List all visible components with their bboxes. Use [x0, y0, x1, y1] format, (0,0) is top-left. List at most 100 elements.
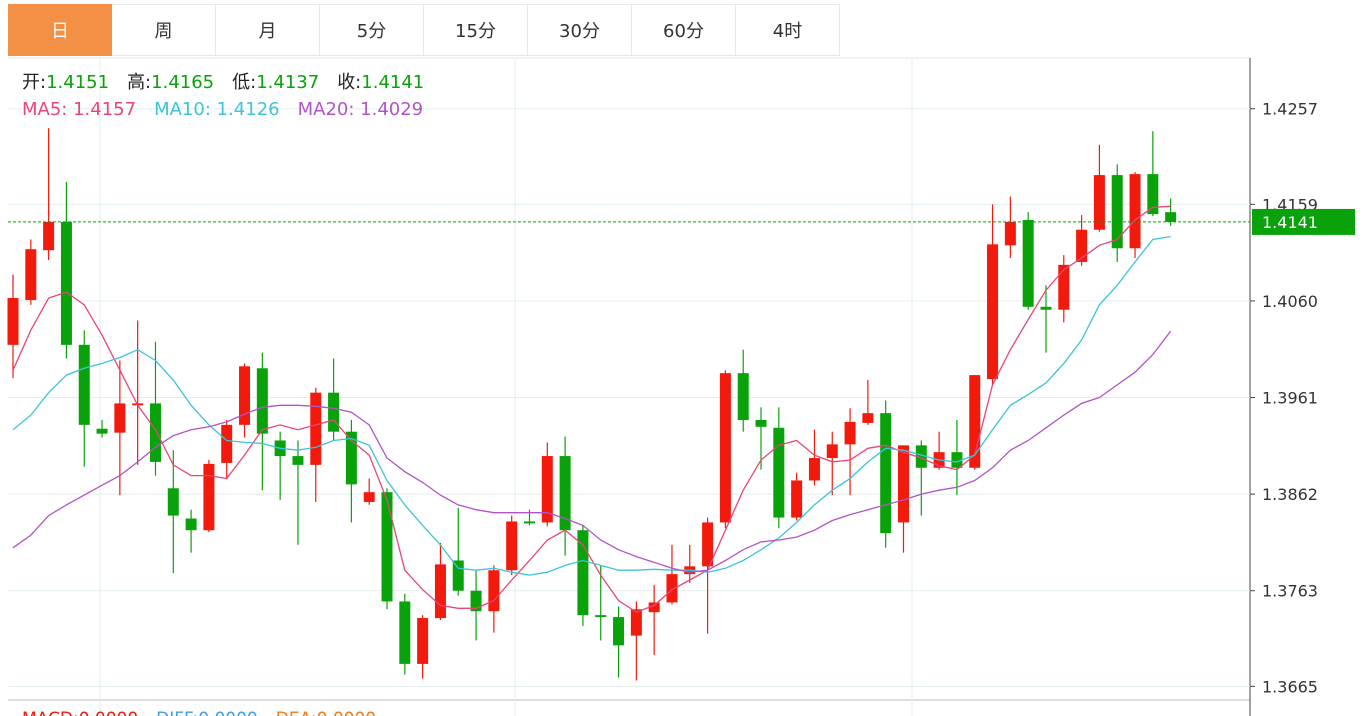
- info-label: 收:: [337, 72, 361, 93]
- candle-body: [1058, 264, 1070, 310]
- candle-body: [149, 403, 161, 462]
- legend-value: 1.4157: [73, 99, 136, 120]
- info-value: 1.4141: [361, 72, 424, 93]
- legend-name: MA10: [154, 99, 205, 120]
- y-tick-label: 1.4257: [1262, 100, 1318, 119]
- candle-body: [221, 424, 233, 463]
- candle-body: [541, 456, 553, 523]
- candle-body: [470, 590, 482, 612]
- candle-body: [595, 615, 607, 618]
- info-value: 1.4137: [256, 72, 319, 93]
- current-price-label: 1.4141: [1262, 213, 1318, 232]
- legend-sep: :: [348, 99, 360, 120]
- candle-body: [185, 518, 197, 531]
- y-tick-label: 1.3665: [1262, 677, 1318, 696]
- candle-body: [434, 564, 446, 619]
- period-tab[interactable]: 月: [216, 4, 320, 56]
- candle-body: [702, 522, 714, 567]
- candle-body: [987, 244, 999, 379]
- candle-body: [7, 298, 19, 345]
- candle-body: [648, 602, 660, 613]
- period-tabs: 日周月 5分 15分 30分 60分 4时: [8, 4, 840, 56]
- candle-body: [1111, 175, 1123, 249]
- candle-body: [292, 456, 304, 465]
- legend-sep: :: [61, 99, 73, 120]
- candle-body: [1147, 174, 1159, 215]
- macd-value: 0.0000: [79, 709, 138, 716]
- candle-body: [60, 221, 72, 345]
- candle-body: [1022, 219, 1034, 307]
- candle-body: [969, 375, 981, 468]
- candle-body: [862, 413, 874, 423]
- candle-body: [1076, 229, 1088, 262]
- candle-body: [826, 444, 838, 459]
- period-tab[interactable]: 4时: [736, 4, 840, 56]
- candle-body: [345, 431, 357, 485]
- info-value: 1.4165: [151, 72, 214, 93]
- legend-value: 1.4126: [217, 99, 280, 120]
- period-tab[interactable]: 日: [8, 4, 112, 56]
- candle-body: [239, 366, 251, 425]
- info-value: 1.4151: [46, 72, 109, 93]
- candle-body: [452, 560, 464, 591]
- candle-body: [737, 373, 749, 420]
- candle-body: [114, 403, 126, 433]
- macd-name: DIFF:: [156, 709, 198, 716]
- ma-line: [12, 205, 1171, 613]
- candle-body: [880, 413, 892, 534]
- y-tick-label: 1.3763: [1262, 582, 1318, 601]
- info-label: 高:: [127, 72, 151, 93]
- legend-value: 1.4029: [360, 99, 423, 120]
- y-tick-label: 1.4060: [1262, 292, 1318, 311]
- candle-body: [1093, 175, 1105, 230]
- macd-name: MACD:: [22, 709, 79, 716]
- candle-body: [310, 392, 322, 465]
- candle-body: [791, 480, 803, 518]
- candle-body: [167, 488, 179, 516]
- candle-body: [630, 609, 642, 636]
- info-label: 低:: [232, 72, 256, 93]
- candle-body: [808, 458, 820, 481]
- candle-body: [417, 618, 429, 664]
- candle-body: [719, 373, 731, 523]
- legend-name: MA20: [298, 99, 349, 120]
- candle-body: [399, 601, 411, 664]
- macd-value: 0.0000: [317, 709, 376, 716]
- candle-body: [506, 521, 518, 571]
- macd-name: DEA:: [276, 709, 317, 716]
- candle-body: [613, 617, 625, 646]
- candle-body: [1129, 174, 1141, 249]
- info-label: 开:: [22, 72, 46, 93]
- candle-body: [256, 368, 268, 434]
- candle-body: [328, 392, 340, 432]
- period-tab[interactable]: 5分: [320, 4, 424, 56]
- candle-body: [951, 452, 963, 468]
- candle-body: [25, 249, 37, 300]
- ohlc-info: 开:1.4151 高:1.4165 低:1.4137 收:1.4141: [22, 72, 424, 93]
- candle-body: [844, 421, 856, 445]
- ma-legend: MA5: 1.4157 MA10: 1.4126 MA20: 1.4029: [22, 99, 423, 120]
- legend-name: MA5: [22, 99, 61, 120]
- candle-body: [1004, 221, 1016, 246]
- candle-body: [363, 492, 375, 502]
- period-tab[interactable]: 周: [112, 4, 216, 56]
- ma-line: [12, 330, 1172, 573]
- ma-line: [12, 235, 1171, 576]
- candle-body: [666, 574, 678, 603]
- period-tab[interactable]: 15分: [424, 4, 528, 56]
- candle-body: [577, 530, 589, 616]
- period-tab[interactable]: 30分: [528, 4, 632, 56]
- y-tick-label: 1.3961: [1262, 389, 1318, 408]
- y-tick-label: 1.3862: [1262, 485, 1318, 504]
- candle-body: [1040, 306, 1052, 310]
- period-tab[interactable]: 60分: [632, 4, 736, 56]
- candle-body: [203, 463, 215, 531]
- candle-body: [381, 492, 393, 602]
- current-price-box: [1252, 208, 1355, 235]
- candle-body: [523, 521, 535, 524]
- candle-body: [43, 221, 55, 251]
- candle-body: [78, 344, 90, 425]
- candle-body: [755, 419, 767, 427]
